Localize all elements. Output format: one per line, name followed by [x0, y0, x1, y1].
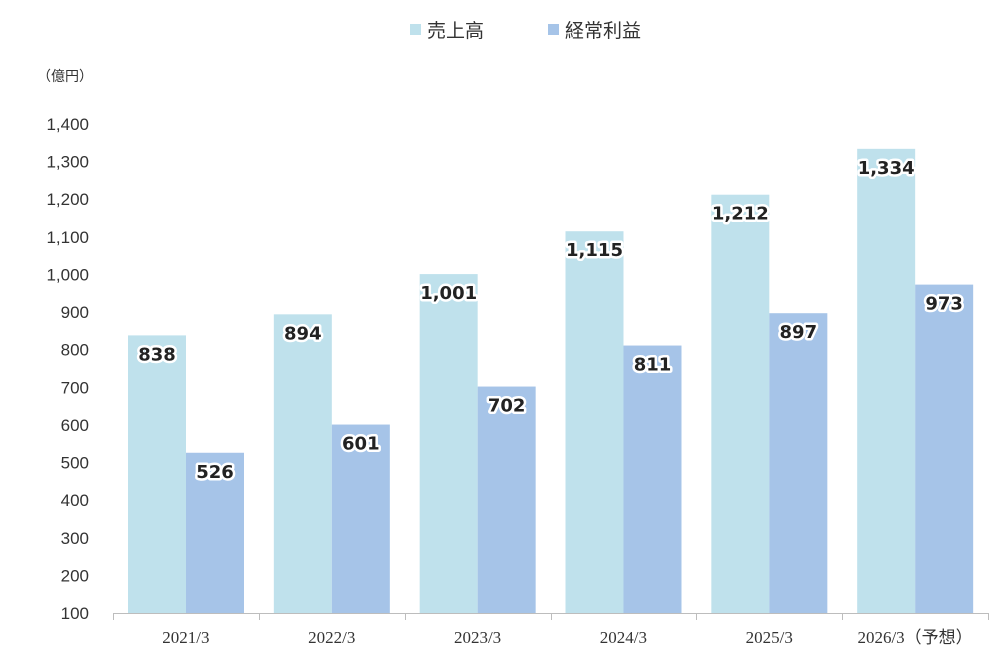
bar-sales: [565, 231, 624, 613]
bars: [128, 148, 974, 613]
data-label: 897: [780, 322, 818, 343]
bar-ordinary-profit: [331, 424, 390, 613]
bar-ordinary-profit: [769, 313, 828, 613]
data-label: 702: [488, 396, 526, 417]
data-label: 973: [925, 294, 963, 315]
data-label: 526: [196, 462, 234, 483]
x-tick-label: 2024/3: [600, 628, 647, 647]
data-label: 811: [634, 355, 672, 376]
y-tick-label: 300: [61, 529, 89, 548]
data-label: 1,334: [858, 158, 915, 179]
legend-swatch-sales: [410, 24, 421, 35]
y-tick-label: 500: [61, 454, 89, 473]
data-label: 601: [342, 434, 380, 455]
y-tick-label: 100: [61, 604, 89, 623]
bar-sales: [273, 314, 332, 613]
bar-sales: [128, 335, 186, 613]
data-label: 838: [138, 344, 176, 365]
legend: 売上高 経常利益: [410, 20, 641, 42]
y-tick-label: 1,400: [46, 115, 89, 134]
bar-sales: [419, 274, 478, 613]
y-tick-label: 900: [61, 303, 89, 322]
x-axis: 2021/3 2022/3 2023/3 2024/3 2025/3 2026/3（予想）: [113, 613, 989, 647]
x-tick-label: 2026/3（予想）: [857, 628, 972, 647]
y-tick-label: 400: [61, 491, 89, 510]
x-tick-label: 2022/3: [308, 628, 355, 647]
y-axis-ticks: 100 200 300 400 500 600 700 800 900 1,000 1,100 1,2…: [46, 115, 89, 623]
x-tick-label: 2023/3: [454, 628, 501, 647]
bar-sales: [711, 194, 770, 613]
data-label: 1,001: [420, 283, 477, 304]
data-label: 1,115: [566, 240, 623, 261]
data-labels: 838 526 894 601 1,001 702 1,115 811 1,212 897 1,33…: [136, 155, 966, 485]
y-tick-label: 1,000: [46, 265, 89, 284]
legend-label: 売上高: [427, 20, 484, 42]
y-tick-label: 600: [61, 416, 89, 435]
y-tick-label: 1,200: [46, 190, 89, 209]
data-label: 1,212: [712, 204, 769, 225]
legend-swatch-ordinary-profit: [548, 24, 559, 35]
y-tick-label: 800: [61, 341, 89, 360]
data-label: 894: [284, 323, 322, 344]
y-tick-label: 200: [61, 566, 89, 585]
x-tick-label: 2025/3: [746, 628, 793, 647]
y-axis-unit-label: （億円）: [37, 69, 93, 85]
bar-ordinary-profit: [477, 386, 536, 613]
bar-ordinary-profit: [623, 345, 682, 613]
x-tick-label: 2021/3: [162, 628, 209, 647]
legend-label: 経常利益: [565, 20, 641, 42]
bar-ordinary-profit: [186, 452, 244, 613]
bar-sales: [857, 148, 916, 613]
y-tick-label: 1,100: [46, 228, 89, 247]
y-tick-label: 700: [61, 378, 89, 397]
bar-ordinary-profit: [915, 284, 974, 613]
y-tick-label: 1,300: [46, 153, 89, 172]
